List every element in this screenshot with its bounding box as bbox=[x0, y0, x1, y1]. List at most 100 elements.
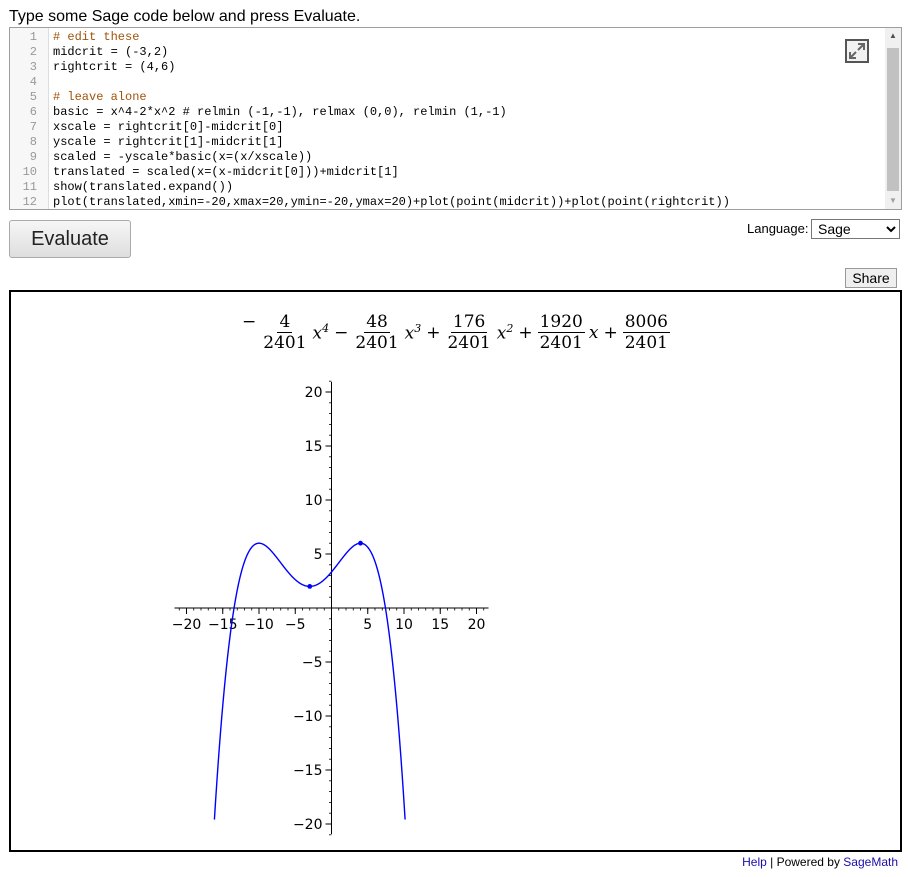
code-line[interactable]: 12 plot(translated,xmin=-20,xmax=20,ymin=… bbox=[10, 195, 880, 209]
line-number: 2 bbox=[29, 45, 37, 59]
fraction: 1920 2401 bbox=[537, 312, 585, 353]
evaluate-button[interactable]: Evaluate bbox=[9, 220, 131, 258]
expand-icon bbox=[849, 43, 865, 59]
fraction-numerator: 176 bbox=[450, 312, 488, 333]
code-line[interactable]: 7 xscale = rightcrit[0]-midcrit[0] bbox=[10, 120, 880, 135]
formula-sign: − bbox=[242, 312, 257, 332]
code-line[interactable]: 11 show(translated.expand()) bbox=[10, 180, 880, 195]
fraction-denominator: 2401 bbox=[624, 333, 668, 353]
sagemath-link[interactable]: SageMath bbox=[843, 855, 898, 869]
fraction: 8006 2401 bbox=[622, 312, 670, 353]
y-tick-label: 5 bbox=[314, 547, 323, 563]
fraction-numerator: 8006 bbox=[622, 312, 670, 333]
fraction-denominator: 2401 bbox=[263, 333, 307, 353]
language-label: Language: bbox=[747, 221, 809, 236]
formula-term: 176 2401 x2 + bbox=[443, 312, 535, 353]
fraction-numerator: 1920 bbox=[537, 312, 585, 333]
line-number: 5 bbox=[29, 90, 37, 104]
formula-exponent: 4 bbox=[322, 321, 330, 335]
x-tick-label: −5 bbox=[285, 617, 306, 633]
formula-exponent: 3 bbox=[414, 321, 422, 335]
critical-point bbox=[307, 584, 313, 589]
critical-point bbox=[358, 540, 363, 546]
formula-variable: x4 bbox=[312, 321, 330, 344]
formula-term: 8006 2401 bbox=[621, 312, 672, 353]
line-number: 10 bbox=[22, 165, 37, 179]
language-select[interactable]: Sage bbox=[811, 219, 900, 239]
x-tick-label: −20 bbox=[172, 617, 202, 633]
x-tick-label: 10 bbox=[395, 617, 413, 633]
code-text[interactable]: plot(translated,xmin=-20,xmax=20,ymin=-2… bbox=[53, 195, 730, 209]
formula-operator: + bbox=[603, 322, 618, 343]
code-line[interactable]: 1 # edit these bbox=[10, 30, 880, 45]
scroll-up-arrow-icon[interactable]: ▲ bbox=[889, 31, 897, 40]
formula-term: 4 2401 x4− bbox=[259, 312, 351, 353]
scroll-thumb[interactable] bbox=[887, 48, 899, 191]
instructions-text: Type some Sage code below and press Eval… bbox=[9, 8, 361, 25]
result-formula: −4 2401 x4−48 2401 x3 +176 2401 x2 +1920 2401 x +80… bbox=[11, 312, 900, 353]
fraction: 176 2401 bbox=[445, 312, 492, 353]
powered-by-text: | Powered by bbox=[766, 855, 844, 869]
footer: Help | Powered by SageMath bbox=[742, 855, 898, 869]
share-button[interactable]: Share bbox=[845, 268, 897, 288]
code-line[interactable]: 10 translated = scaled(x=(x-midcrit[0]))+… bbox=[10, 165, 880, 180]
code-line[interactable]: 8 yscale = rightcrit[1]-midcrit[1] bbox=[10, 135, 880, 150]
x-tick-label: 20 bbox=[468, 617, 486, 633]
fraction: 48 2401 bbox=[353, 312, 400, 353]
code-line[interactable]: 3 rightcrit = (4,6) bbox=[10, 60, 880, 75]
line-number: 4 bbox=[29, 75, 37, 89]
fraction-numerator: 48 bbox=[364, 312, 390, 333]
x-tick-label: −15 bbox=[208, 617, 238, 633]
fraction-denominator: 2401 bbox=[539, 333, 583, 353]
fraction-numerator: 4 bbox=[277, 312, 293, 333]
fraction-denominator: 2401 bbox=[355, 333, 399, 353]
code-line[interactable]: 6 basic = x^4-2*x^2 # relmin (-1,-1), rel… bbox=[10, 105, 880, 120]
editor-scrollbar[interactable]: ▲ ▼ bbox=[885, 28, 901, 209]
code-text[interactable]: scaled = -yscale*basic(x=(x/xscale)) bbox=[53, 150, 313, 164]
formula-term: 48 2401 x3 + bbox=[351, 312, 443, 353]
line-number: 1 bbox=[29, 30, 37, 44]
y-tick-label: 10 bbox=[305, 493, 323, 509]
code-text[interactable]: midcrit = (-3,2) bbox=[53, 45, 169, 59]
line-number: 3 bbox=[29, 60, 37, 74]
formula-term: 1920 2401 x + bbox=[536, 312, 621, 353]
code-text[interactable]: yscale = rightcrit[1]-midcrit[1] bbox=[53, 135, 284, 149]
line-number: 8 bbox=[29, 135, 37, 149]
line-number: 9 bbox=[29, 150, 37, 164]
code-line[interactable]: 2 midcrit = (-3,2) bbox=[10, 45, 880, 60]
formula-operator: − bbox=[334, 322, 349, 343]
code-text[interactable]: # edit these bbox=[53, 30, 140, 44]
code-text[interactable]: translated = scaled(x=(x-midcrit[0]))+mi… bbox=[53, 165, 399, 179]
fullscreen-button[interactable] bbox=[845, 39, 869, 63]
line-number: 7 bbox=[29, 120, 37, 134]
function-plot: −20 −15 −10 −5 5 10 15 20 −20 −15 −10 −5 5 10 15 20 bbox=[172, 380, 489, 836]
line-number-gutter bbox=[10, 28, 49, 209]
scroll-down-arrow-icon[interactable]: ▼ bbox=[889, 196, 897, 205]
x-tick-label: −10 bbox=[244, 617, 274, 633]
line-number: 6 bbox=[29, 105, 37, 119]
code-line[interactable]: 4 bbox=[10, 75, 880, 90]
formula-variable: x3 bbox=[404, 321, 422, 344]
output-panel: −4 2401 x4−48 2401 x3 +176 2401 x2 +1920 2401 x +80… bbox=[9, 290, 902, 852]
help-link[interactable]: Help bbox=[742, 855, 767, 869]
y-tick-label: −10 bbox=[293, 709, 323, 725]
code-text[interactable]: show(translated.expand()) bbox=[53, 180, 234, 194]
code-line[interactable]: 9 scaled = -yscale*basic(x=(x/xscale)) bbox=[10, 150, 880, 165]
formula-operator: + bbox=[518, 322, 533, 343]
formula-variable: x bbox=[588, 322, 599, 343]
fraction: 4 2401 bbox=[261, 312, 308, 353]
code-text[interactable]: rightcrit = (4,6) bbox=[53, 60, 176, 74]
y-tick-label: −5 bbox=[302, 655, 323, 671]
code-line[interactable]: 5 # leave alone bbox=[10, 90, 880, 105]
y-tick-label: −20 bbox=[293, 817, 323, 833]
fraction-denominator: 2401 bbox=[447, 333, 491, 353]
code-text[interactable]: xscale = rightcrit[0]-midcrit[0] bbox=[53, 120, 284, 134]
code-editor[interactable]: 1 # edit these 2 midcrit = (-3,2) 3 rightcrit… bbox=[9, 27, 902, 210]
x-tick-label: 15 bbox=[431, 617, 449, 633]
formula-variable: x2 bbox=[496, 321, 514, 344]
x-tick-label: 5 bbox=[363, 617, 372, 633]
code-text[interactable]: basic = x^4-2*x^2 # relmin (-1,-1), relm… bbox=[53, 105, 507, 119]
y-tick-label: 20 bbox=[305, 385, 323, 401]
line-number: 12 bbox=[22, 195, 37, 209]
code-text[interactable]: # leave alone bbox=[53, 90, 147, 104]
